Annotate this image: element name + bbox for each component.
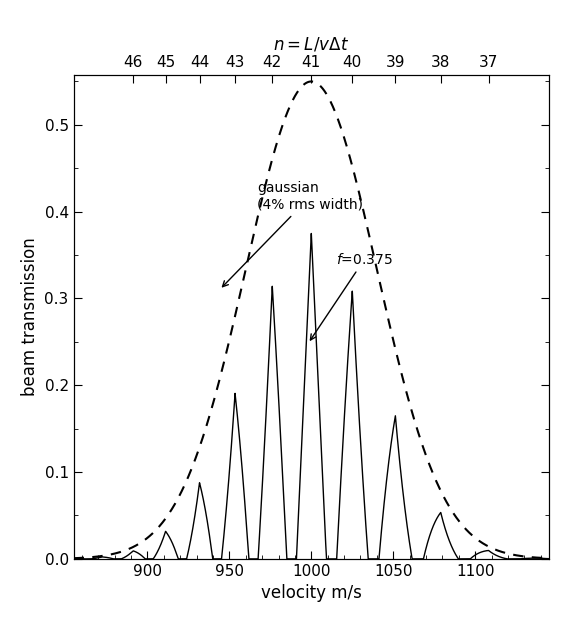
Y-axis label: beam transmission: beam transmission (21, 237, 39, 396)
Text: gaussian
(4% rms width): gaussian (4% rms width) (222, 181, 363, 287)
X-axis label: velocity m/s: velocity m/s (261, 584, 362, 602)
X-axis label: $n = L/v\Delta t$: $n = L/v\Delta t$ (273, 35, 349, 53)
Text: $f$=0.375: $f$=0.375 (310, 252, 393, 340)
